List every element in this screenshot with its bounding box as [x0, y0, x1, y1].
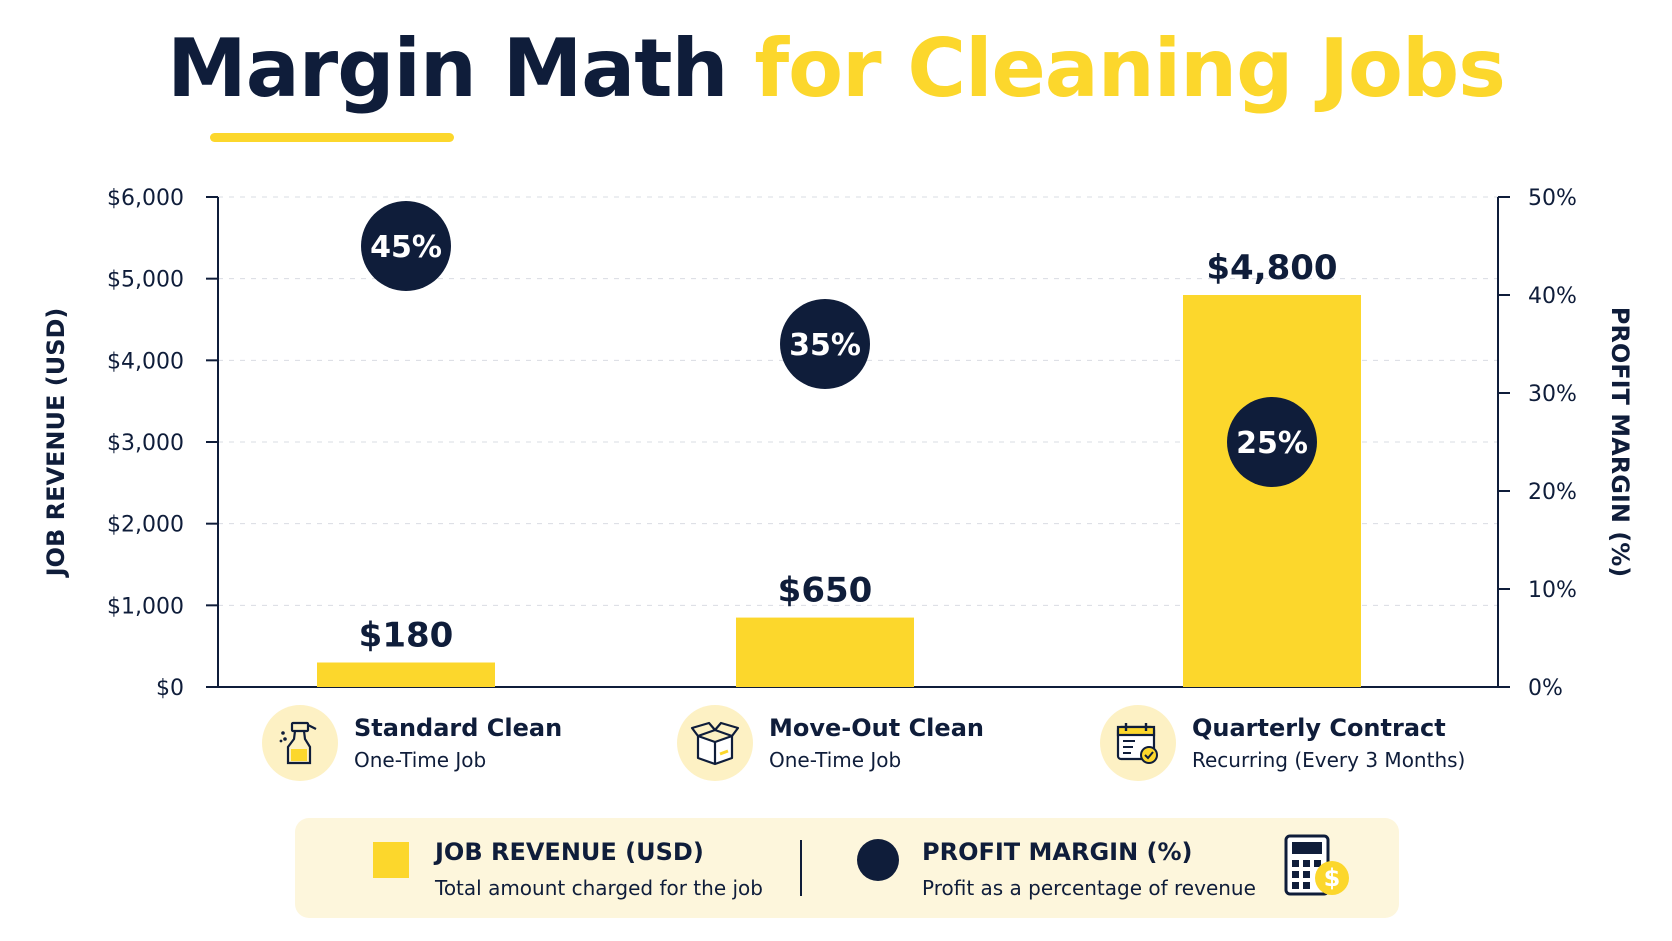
- legend-title: JOB REVENUE (USD): [435, 838, 704, 866]
- y2-tick-label: 30%: [1528, 382, 1577, 407]
- bar-value-label: $180: [359, 616, 454, 656]
- bar: [1183, 295, 1361, 687]
- spray-bottle-icon: [262, 705, 338, 781]
- svg-text:$: $: [1324, 864, 1341, 892]
- legend-swatch-revenue: [373, 842, 409, 878]
- margin-marker: [780, 299, 870, 389]
- margin-marker: [361, 201, 451, 291]
- calendar-icon: [1100, 705, 1176, 781]
- legend-desc: Profit as a percentage of revenue: [922, 876, 1256, 900]
- y-tick-label: $2,000: [107, 513, 184, 538]
- y-axis-title: JOB REVENUE (USD): [42, 308, 70, 579]
- y2-tick-label: 20%: [1528, 480, 1577, 505]
- category-quarterly-contract: Quarterly Contract Recurring (Every 3 Mo…: [1100, 703, 1465, 783]
- bar-value-label: $650: [778, 571, 873, 611]
- legend-divider: [800, 840, 802, 896]
- y-tick-label: $4,000: [107, 349, 184, 374]
- margin-value-label: 35%: [789, 328, 861, 363]
- legend-desc: Total amount charged for the job: [435, 876, 763, 900]
- legend-title: PROFIT MARGIN (%): [922, 838, 1193, 866]
- bar-value-label: $4,800: [1206, 248, 1337, 288]
- y-tick-label: $6,000: [107, 186, 184, 211]
- y-tick-label: $5,000: [107, 268, 184, 293]
- legend-item-margin: PROFIT MARGIN (%) Profit as a percentage…: [922, 838, 1256, 900]
- chart-area: $0 $1,000 $2,000 $3,000 $4,000 $5,000 $6,000 0%…: [42, 186, 1634, 701]
- category-subtitle: Recurring (Every 3 Months): [1192, 748, 1466, 772]
- y2-axis-title: PROFIT MARGIN (%): [1606, 307, 1634, 578]
- y-tick-label: $0: [156, 676, 184, 701]
- title-part-2: for Cleaning Jobs: [754, 22, 1505, 115]
- y-tick-label: $1,000: [107, 594, 184, 619]
- margin-marker: [1227, 397, 1317, 487]
- y2-tick-label: 50%: [1528, 186, 1577, 211]
- chart-title: Margin Math for Cleaning Jobs: [0, 22, 1672, 115]
- title-underline: [210, 133, 454, 142]
- category-name: Quarterly Contract: [1192, 714, 1446, 742]
- legend: JOB REVENUE (USD) Total amount charged f…: [295, 818, 1399, 918]
- category-name: Standard Clean: [354, 714, 563, 742]
- category-move-out-clean: Move-Out Clean One-Time Job: [677, 703, 984, 783]
- y2-tick-label: 10%: [1528, 578, 1577, 603]
- bar: [736, 617, 914, 687]
- calculator-icon: $: [1284, 834, 1349, 896]
- legend-item-revenue: JOB REVENUE (USD) Total amount charged f…: [435, 838, 763, 900]
- margin-value-label: 45%: [370, 230, 442, 265]
- category-subtitle: One-Time Job: [354, 748, 487, 772]
- title-part-1: Margin Math: [167, 22, 728, 115]
- box-icon: [677, 705, 753, 781]
- y2-tick-label: 40%: [1528, 284, 1577, 309]
- category-standard-clean: Standard Clean One-Time Job: [262, 703, 562, 783]
- legend-swatch-margin: [857, 839, 899, 881]
- category-name: Move-Out Clean: [769, 714, 984, 742]
- y-tick-label: $3,000: [107, 431, 184, 456]
- y2-tick-label: 0%: [1528, 676, 1563, 701]
- bar: [317, 662, 495, 687]
- category-subtitle: One-Time Job: [769, 748, 902, 772]
- margin-value-label: 25%: [1236, 426, 1308, 461]
